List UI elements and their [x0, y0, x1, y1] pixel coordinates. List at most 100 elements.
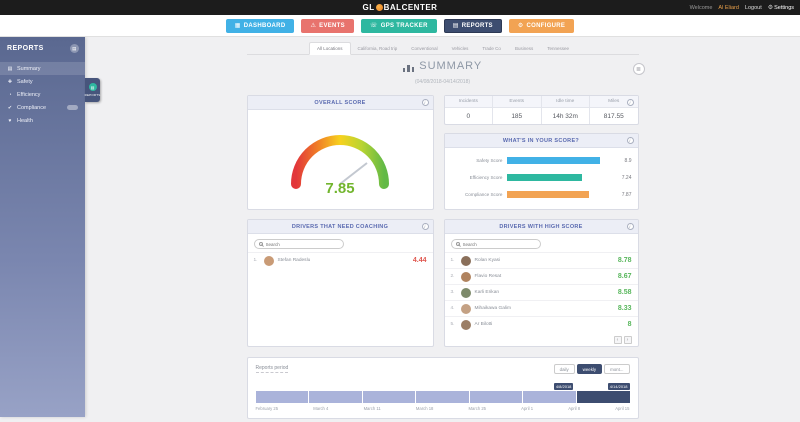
avatar: [460, 319, 471, 330]
summary-icon: ▤: [7, 65, 13, 72]
nav-reports-button[interactable]: ▤ REPORTS: [443, 18, 502, 33]
period-end-tooltip: 4/14/2018: [607, 383, 630, 390]
driver-row[interactable]: 5. Ar Bilotti 8: [444, 316, 638, 332]
gauge-needle: [339, 161, 368, 185]
driver-name: Ar Bilotti: [474, 322, 493, 327]
sidebar-item-efficiency[interactable]: ◔ Efficiency: [0, 88, 85, 101]
coaching-header: DRIVERS THAT NEED COACHING: [247, 220, 433, 234]
page-title: SUMMARY: [402, 60, 483, 72]
location-tabstrip: All Locations California, Road trip Conv…: [246, 42, 639, 55]
high-score-search-box: [450, 239, 541, 249]
sidebar-item-label: Safety: [17, 78, 33, 85]
nav-events-button[interactable]: ⚠ EVENTS: [301, 18, 354, 33]
nav-reports-label: REPORTS: [461, 22, 493, 29]
gauge-arc: [291, 134, 389, 189]
nav-configure-button[interactable]: ⚙ CONFIGURE: [508, 18, 575, 33]
settings-label: Settings: [774, 4, 794, 11]
tab-vehicles[interactable]: Vehicles: [451, 46, 469, 51]
page-body: REPORTS ▤ ▤ Summary ✚ Safety ◔ Efficienc…: [0, 37, 800, 422]
driver-score: 8.58: [617, 289, 632, 296]
info-icon[interactable]: [421, 98, 429, 106]
info-icon[interactable]: [626, 136, 634, 144]
stat-value: 185: [511, 112, 523, 120]
score-breakdown-header: WHAT'S IN YOUR SCORE?: [444, 134, 638, 148]
driver-row[interactable]: 1. Rolan Kyasi 8.78: [444, 252, 638, 268]
avatar: [460, 271, 471, 282]
timeline-segment[interactable]: [255, 391, 309, 403]
nav-events-label: EVENTS: [319, 22, 345, 29]
safety-score-bar: [506, 157, 600, 164]
driver-rank: 4.: [450, 306, 455, 311]
tab-conventional[interactable]: Conventional: [411, 46, 438, 51]
info-icon[interactable]: [626, 222, 634, 230]
nav-gps-tracker-button[interactable]: ☏ GPS TRACKER: [360, 18, 437, 33]
username-link[interactable]: Al Eliard: [718, 4, 739, 11]
info-icon[interactable]: [626, 99, 634, 106]
driver-score: 4.44: [412, 257, 427, 264]
reports-handle-label: REPORTS: [84, 92, 101, 97]
compliance-score-bar: [506, 191, 590, 198]
sidebar-item-compliance[interactable]: ✔ Compliance: [0, 101, 85, 114]
timeline-segment[interactable]: [416, 391, 469, 403]
date-range: (04/08/2018-04/14/2018): [414, 79, 471, 85]
tab-business[interactable]: Business: [514, 46, 534, 51]
stat-value: 0: [466, 112, 471, 120]
print-report-button[interactable]: ≣: [632, 63, 645, 75]
avatar: [263, 255, 274, 266]
efficiency-score-row: Efficiency Score 7.24: [469, 174, 632, 181]
driver-rank: 2.: [450, 274, 455, 279]
period-daily-button[interactable]: daily: [553, 364, 575, 374]
overall-score-gauge: 7.85: [248, 110, 433, 209]
sidebar-item-label: Efficiency: [17, 91, 41, 98]
timeline-segment[interactable]: [309, 391, 362, 403]
tab-trade-co[interactable]: Trade Co: [482, 46, 501, 51]
tab-california-road-trip[interactable]: California, Road trip: [357, 46, 398, 51]
summary-title-block: SUMMARY (04/08/2018-04/14/2018): [247, 59, 639, 85]
driver-row[interactable]: 2. Flavio Resat 8.67: [444, 268, 638, 284]
coaching-search-input[interactable]: [265, 241, 339, 247]
tab-all-locations[interactable]: All Locations: [309, 42, 351, 55]
avatar: [460, 287, 471, 298]
driver-name: Flavio Resat: [474, 274, 502, 279]
coaching-search-box: [253, 239, 344, 249]
driver-row[interactable]: 3. Karli Erikan 8.58: [444, 284, 638, 300]
info-icon[interactable]: [421, 222, 429, 230]
health-icon: ♥: [8, 117, 12, 124]
driver-row[interactable]: 1. Stefan Radeslu 4.44: [247, 252, 433, 268]
tab-tennessee[interactable]: Tennessee: [547, 46, 569, 51]
stat-value: 14h 32m: [552, 112, 578, 120]
timeline-segment[interactable]: [362, 391, 416, 403]
reports-icon: ▤: [452, 23, 459, 29]
avatar: [460, 255, 471, 266]
sidebar-item-label: Health: [17, 117, 33, 124]
timeline-segment-selected[interactable]: [576, 391, 630, 403]
timeline-segment[interactable]: [469, 391, 523, 403]
period-monthly-button[interactable]: mont...: [604, 364, 630, 374]
overall-score-header: OVERALL SCORE: [247, 96, 433, 110]
overall-score-value: 7.85: [325, 179, 355, 197]
pagination: ‹ ›: [445, 332, 638, 346]
nav-dashboard-button[interactable]: ▦ DASHBOARD: [225, 18, 295, 33]
sidebar-collapse-icon[interactable]: ▤: [70, 44, 79, 53]
driver-rank: 1.: [450, 258, 455, 263]
page-next-button[interactable]: ›: [623, 336, 632, 344]
period-timeline: 4/8/2018 4/14/2018 February 25 March 4: [255, 383, 630, 411]
sidebar-item-health[interactable]: ♥ Health: [0, 114, 85, 127]
period-weekly-button[interactable]: weekly: [576, 364, 603, 374]
sidebar-item-safety[interactable]: ✚ Safety: [0, 75, 85, 88]
high-score-search-input[interactable]: [462, 241, 536, 247]
main-nav: ▦ DASHBOARD ⚠ EVENTS ☏ GPS TRACKER ▤ REP…: [0, 15, 800, 37]
sidebar-item-summary[interactable]: ▤ Summary: [0, 62, 85, 75]
driver-row[interactable]: 4. Mihaikawa Galim 8.33: [444, 300, 638, 316]
sidebar-header: REPORTS ▤: [0, 37, 85, 62]
period-start-tooltip: 4/8/2018: [553, 383, 574, 390]
settings-button[interactable]: ⚙ Settings: [768, 4, 794, 12]
page-prev-button[interactable]: ‹: [613, 336, 622, 344]
timeline-axis: February 25 March 4 March 11 March 18 Ma…: [255, 405, 630, 411]
events-icon: ⚠: [310, 23, 317, 29]
efficiency-icon: ◔: [8, 91, 12, 98]
reports-panel-handle[interactable]: ▤ REPORTS: [85, 78, 100, 102]
logout-link[interactable]: Logout: [744, 4, 762, 11]
logo-prefix: GL: [362, 3, 375, 12]
timeline-segment[interactable]: [523, 391, 576, 403]
